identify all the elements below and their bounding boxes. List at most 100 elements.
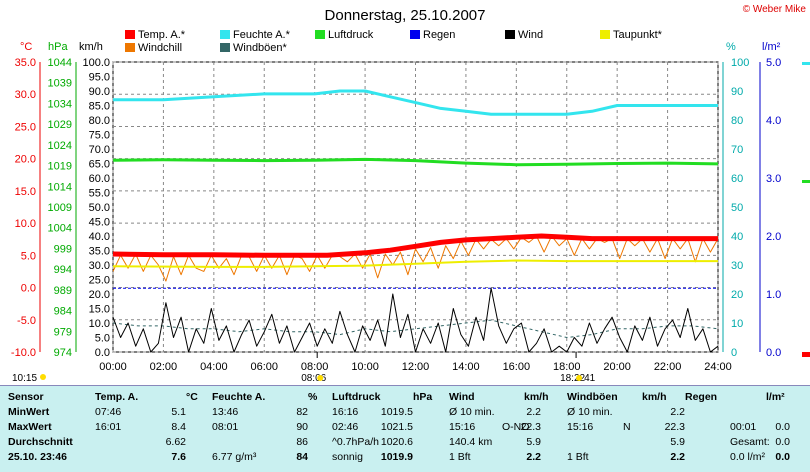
- sun-icon: [576, 375, 582, 381]
- tick-label-hpa: 1034: [48, 98, 72, 110]
- edge-mark-temp: [802, 352, 810, 357]
- moon-icon: [40, 374, 46, 380]
- header-temp-unit: °C: [186, 391, 198, 403]
- tick-label-kmh: 80.0: [89, 115, 110, 127]
- chart-title: Donnerstag, 25.10.2007: [325, 7, 486, 24]
- tick-label-kmh: 90.0: [89, 86, 110, 98]
- tick-label-kmh: 65.0: [89, 159, 110, 171]
- stat-cell: sonnig: [332, 451, 363, 463]
- stat-cell: 2.2: [645, 406, 685, 418]
- edge-mark-feuchte: [802, 62, 810, 65]
- stat-row-label: Durchschnitt: [8, 436, 73, 448]
- tick-label-time: 18:00: [553, 361, 581, 373]
- tick-label-hpa: 1029: [48, 119, 72, 131]
- sunset-extra-label: 41: [584, 373, 596, 384]
- header-regen-unit: l/m²: [766, 391, 785, 403]
- tick-label-percent: 60: [731, 173, 743, 185]
- axis-label-hpa: hPa: [48, 41, 68, 53]
- stat-cell: 22.3: [645, 421, 685, 433]
- legend-label: Temp. A.*: [138, 29, 186, 41]
- tick-label-celsius: -5.0: [17, 315, 36, 327]
- legend-label: Regen: [423, 29, 455, 41]
- stat-row-label: 25.10. 23:46: [8, 451, 67, 463]
- legend-swatch: [220, 43, 230, 52]
- stat-cell: 2.2: [501, 451, 541, 463]
- statistics-panel: Sensor Temp. A. °C Feuchte A. % Luftdruc…: [0, 385, 810, 472]
- legend-label: Windchill: [138, 42, 182, 54]
- tick-label-hpa: 1019: [48, 161, 72, 173]
- tick-label-kmh: 50.0: [89, 202, 110, 214]
- tick-label-kmh: 95.0: [89, 72, 110, 84]
- header-regen: Regen: [685, 391, 717, 403]
- stat-cell: Ø 10 min.: [567, 406, 613, 418]
- tick-label-lm2: 4.0: [766, 115, 781, 127]
- tick-label-percent: 0: [731, 347, 737, 359]
- stat-cell: 13:46: [212, 406, 238, 418]
- tick-label-time: 02:00: [150, 361, 178, 373]
- stat-cell: 0.0: [750, 421, 790, 433]
- tick-label-hpa: 1039: [48, 78, 72, 90]
- tick-label-hpa: 989: [54, 285, 72, 297]
- tick-label-kmh: 25.0: [89, 275, 110, 287]
- tick-label-time: 20:00: [603, 361, 631, 373]
- legend-swatch: [125, 43, 135, 52]
- tick-label-celsius: 0.0: [21, 283, 36, 295]
- stat-cell: 22.3: [501, 421, 541, 433]
- tick-label-kmh: 70.0: [89, 144, 110, 156]
- tick-label-lm2: 1.0: [766, 289, 781, 301]
- stat-cell: 1019.5: [373, 406, 413, 418]
- tick-label-percent: 80: [731, 115, 743, 127]
- tick-label-percent: 30: [731, 260, 743, 272]
- stat-cell: 1 Bft: [567, 451, 589, 463]
- tick-label-lm2: 5.0: [766, 57, 781, 69]
- header-wind: Wind: [449, 391, 475, 403]
- tick-label-celsius: 15.0: [15, 186, 36, 198]
- legend-label: Taupunkt*: [613, 29, 663, 41]
- stat-cell: 1 Bft: [449, 451, 471, 463]
- tick-label-time: 24:00: [704, 361, 732, 373]
- tick-label-lm2: 0.0: [766, 347, 781, 359]
- tick-label-percent: 50: [731, 202, 743, 214]
- stat-cell: 6.77 g/m³: [212, 451, 256, 463]
- stat-cell: 86: [268, 436, 308, 448]
- weather-chart: Donnerstag, 25.10.2007 © Weber Mike Temp. …: [0, 0, 810, 385]
- tick-label-kmh: 15.0: [89, 304, 110, 316]
- tick-label-kmh: 40.0: [89, 231, 110, 243]
- header-temp: Temp. A.: [95, 391, 138, 403]
- tick-label-percent: 40: [731, 231, 743, 243]
- stat-cell: 08:01: [212, 421, 238, 433]
- tick-label-percent: 100: [731, 57, 749, 69]
- tick-label-celsius: 20.0: [15, 154, 36, 166]
- tick-label-lm2: 2.0: [766, 231, 781, 243]
- legend-swatch: [220, 30, 230, 39]
- copyright-label: © Weber Mike: [743, 4, 807, 15]
- tick-label-hpa: 999: [54, 243, 72, 255]
- axis-label-kmh: km/h: [79, 41, 103, 53]
- tick-label-kmh: 35.0: [89, 246, 110, 258]
- stat-cell: 84: [268, 451, 308, 463]
- tick-label-celsius: 5.0: [21, 250, 36, 262]
- header-windboeen-unit: km/h: [642, 391, 667, 403]
- legend-swatch: [505, 30, 515, 39]
- axis-label-percent: %: [726, 41, 736, 53]
- tick-label-percent: 10: [731, 318, 743, 330]
- legend-swatch: [315, 30, 325, 39]
- stat-cell: 6.62: [146, 436, 186, 448]
- header-sensor: Sensor: [8, 391, 44, 403]
- stat-cell: 7.6: [146, 451, 186, 463]
- tick-label-hpa: 979: [54, 326, 72, 338]
- stat-cell: 15:16: [449, 421, 475, 433]
- tick-label-time: 04:00: [200, 361, 228, 373]
- tick-label-kmh: 45.0: [89, 217, 110, 229]
- stat-cell: 07:46: [95, 406, 121, 418]
- tick-label-kmh: 100.0: [82, 57, 110, 69]
- tick-label-kmh: 20.0: [89, 289, 110, 301]
- tick-label-kmh: 10.0: [89, 318, 110, 330]
- stat-cell: 90: [268, 421, 308, 433]
- stat-cell: 5.9: [645, 436, 685, 448]
- legend-label: Wind: [518, 29, 543, 41]
- tick-label-kmh: 30.0: [89, 260, 110, 272]
- stat-cell: 02:46: [332, 421, 358, 433]
- tick-label-hpa: 984: [54, 306, 72, 318]
- header-feuchte: Feuchte A.: [212, 391, 265, 403]
